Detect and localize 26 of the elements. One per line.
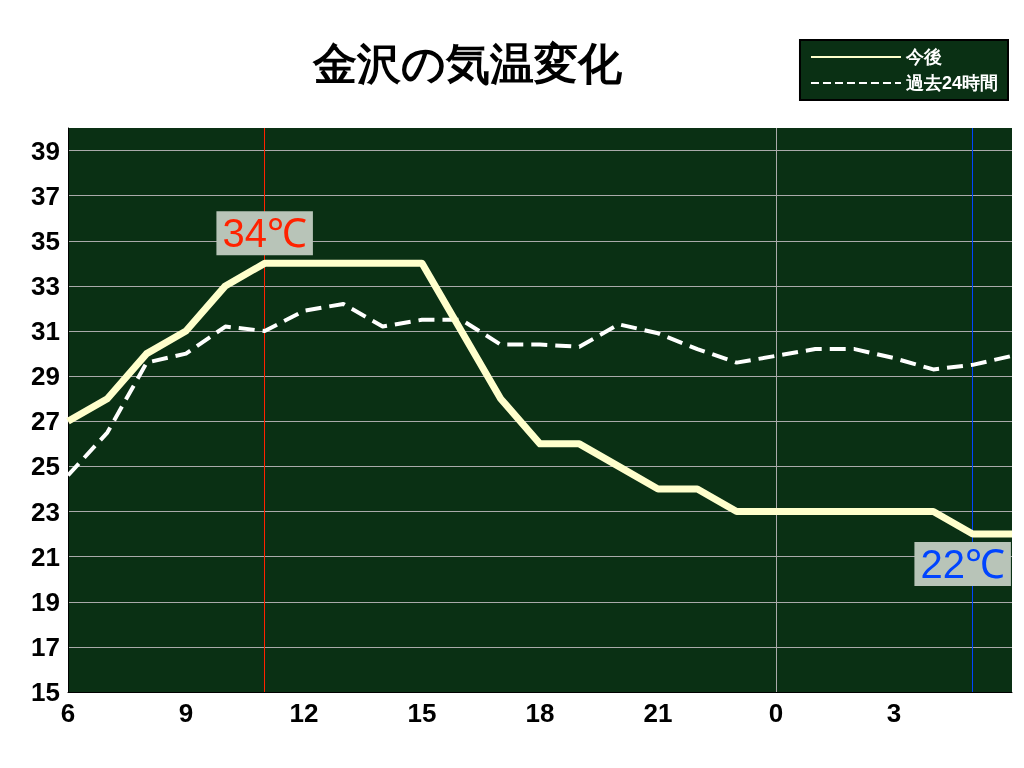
y-tick-label: 25 (31, 451, 60, 482)
y-tick-label: 27 (31, 406, 60, 437)
x-tick-label: 6 (60, 698, 76, 728)
y-tick-label: 31 (31, 316, 60, 347)
chart-title: 金沢の気温変化 (312, 37, 623, 89)
x-tick-label: 9 (178, 698, 194, 728)
y-tick-label: 33 (31, 270, 60, 301)
y-tick-label: 21 (31, 541, 60, 572)
y-tick-label: 23 (31, 496, 60, 527)
annotation: 22℃ (920, 542, 1005, 587)
y-tick-label: 19 (31, 586, 60, 617)
y-tick-label: 35 (31, 225, 60, 256)
legend-label: 今後 (904, 47, 942, 67)
legend-label: 過去24時間 (904, 73, 999, 93)
x-tick-label: 12 (289, 698, 319, 728)
x-tick-label: 18 (525, 698, 555, 728)
x-tick-label: 3 (886, 698, 902, 728)
y-tick-label: 15 (31, 677, 60, 707)
x-tick-label: 15 (407, 698, 437, 728)
annotation: 34℃ (222, 211, 307, 256)
y-tick-label: 37 (31, 180, 60, 211)
x-tick-label: 0 (768, 698, 784, 728)
y-tick-label: 39 (31, 135, 60, 166)
y-tick-label: 29 (31, 361, 60, 392)
y-tick-label: 17 (31, 631, 60, 662)
x-tick-label: 21 (643, 698, 673, 728)
